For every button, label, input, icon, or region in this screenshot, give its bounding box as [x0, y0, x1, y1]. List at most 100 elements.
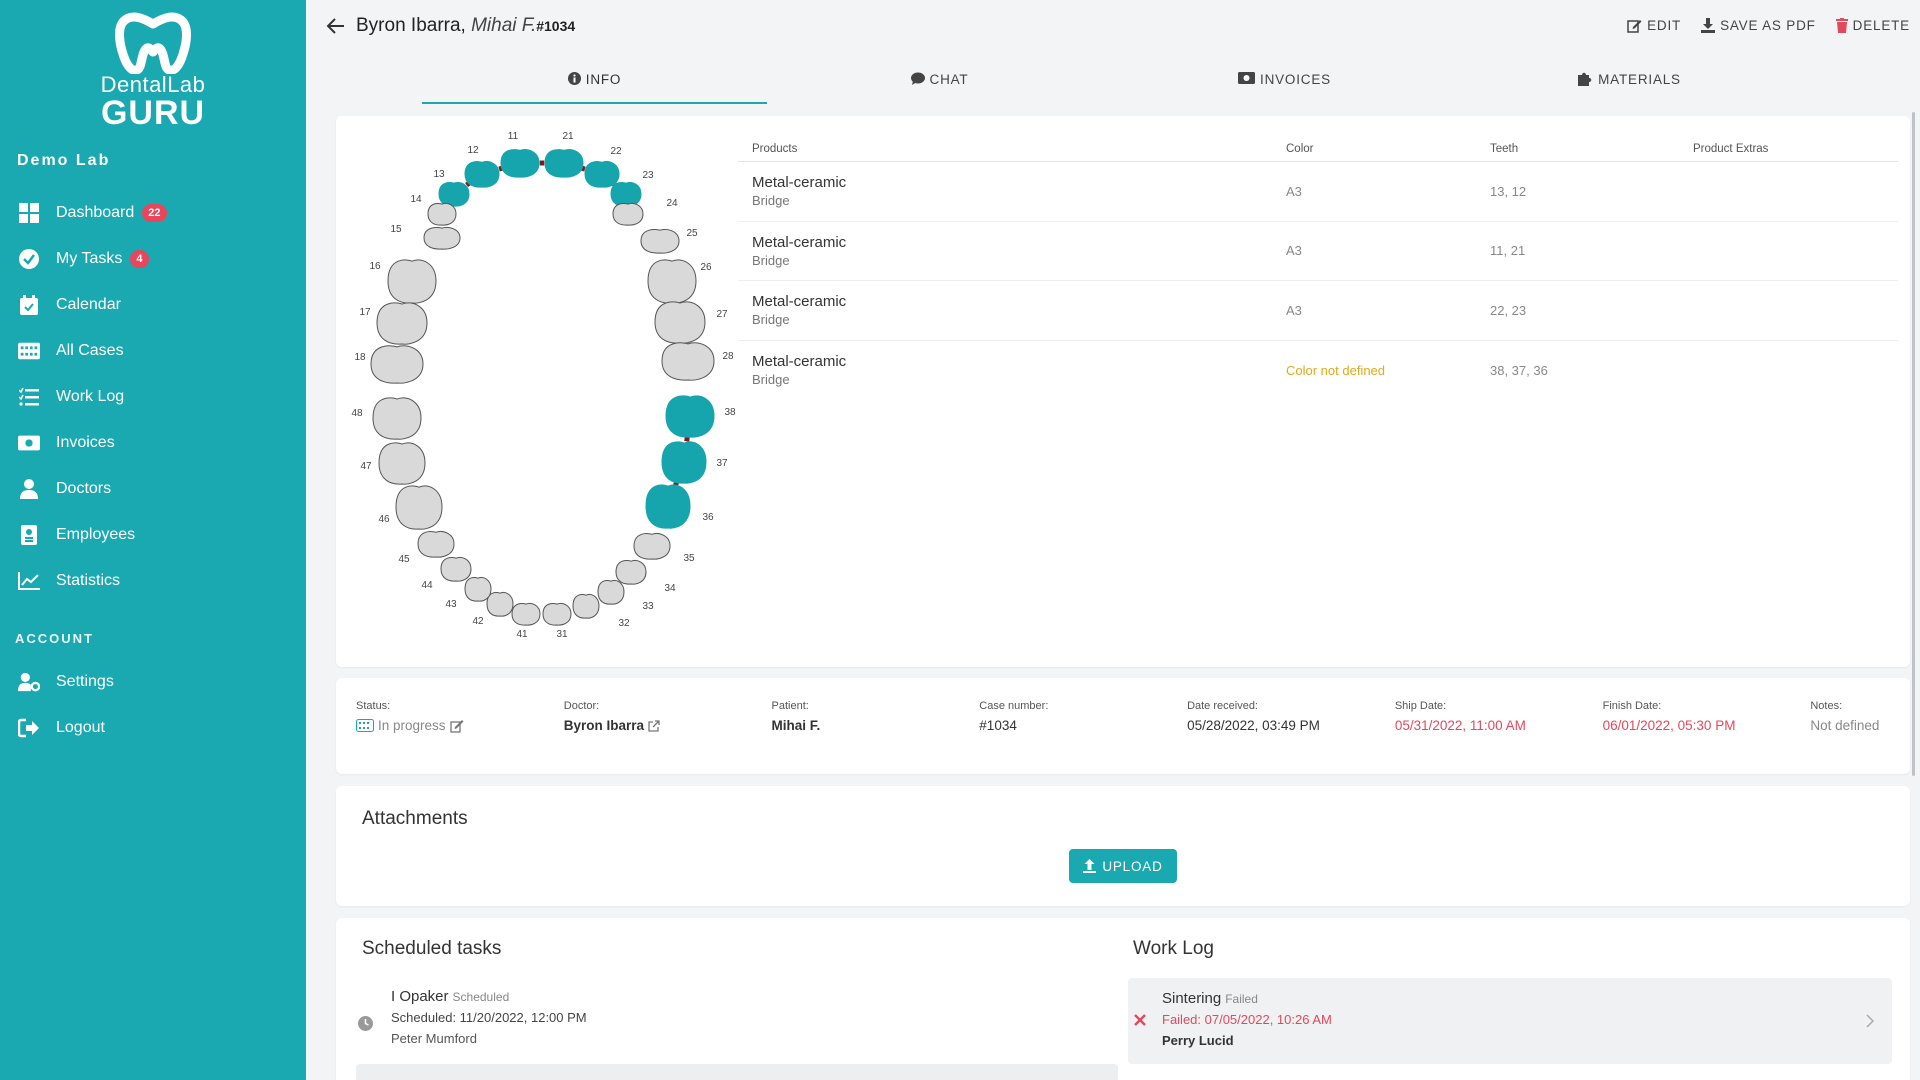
tooth-48[interactable] — [372, 397, 422, 440]
tooth-label-33: 33 — [642, 601, 654, 612]
tooth-label-26: 26 — [700, 262, 712, 273]
list-icon — [18, 386, 40, 408]
tooth-35[interactable] — [633, 533, 671, 560]
tooth-23[interactable] — [610, 182, 642, 207]
tooth-21[interactable] — [544, 149, 584, 178]
case-number-value: #1034 — [979, 718, 1017, 733]
tooth-28[interactable] — [661, 342, 715, 381]
edit-label: EDIT — [1647, 18, 1682, 33]
tooth-22[interactable] — [584, 161, 620, 188]
table-row[interactable]: Metal-ceramic Bridge Color not defined 38… — [738, 341, 1898, 401]
col-extras: Product Extras — [1693, 142, 1769, 155]
worklog-item[interactable]: Sintering Failed Failed: 07/05/2022, 10:2… — [1128, 978, 1892, 1064]
doctor-name[interactable]: Byron Ibarra — [563, 718, 645, 733]
delete-button[interactable]: DELETE — [1835, 18, 1910, 33]
tooth-47[interactable] — [378, 442, 426, 485]
product-name: Metal-ceramic — [752, 233, 847, 251]
worklog-time: Failed: 07/05/2022, 10:26 AM — [1162, 1012, 1332, 1027]
tooth-24[interactable] — [612, 202, 644, 226]
calendar-icon — [18, 294, 40, 316]
product-color: A3 — [1286, 243, 1302, 259]
tab-label: INFO — [585, 72, 622, 87]
tooth-15[interactable] — [423, 226, 461, 250]
logout-icon — [18, 717, 40, 739]
next-task-item[interactable] — [356, 1064, 1118, 1080]
tooth-46[interactable] — [395, 485, 443, 530]
tooth-37[interactable] — [661, 441, 707, 484]
tooth-16[interactable] — [387, 259, 437, 304]
product-name: Metal-ceramic — [752, 174, 847, 192]
tooth-13[interactable] — [438, 182, 470, 207]
upload-button[interactable]: UPLOAD — [1069, 849, 1177, 883]
tooth-42[interactable] — [486, 592, 514, 617]
tab-info[interactable]: INFO — [422, 62, 767, 104]
tooth-31[interactable] — [542, 602, 572, 626]
tooth-33[interactable] — [597, 580, 625, 605]
external-link-icon[interactable] — [648, 719, 660, 732]
doctor-icon — [18, 478, 40, 500]
nav-item-all-cases[interactable]: All Cases — [0, 328, 306, 374]
tooth-27[interactable] — [654, 301, 706, 344]
tooth-45[interactable] — [417, 531, 455, 558]
tooth-11[interactable] — [500, 149, 540, 178]
sidebar: DentalLab GURU Demo Lab Dashboard 22 My … — [0, 0, 306, 1080]
tooth-36[interactable] — [645, 484, 691, 529]
nav-item-statistics[interactable]: Statistics — [0, 558, 306, 604]
nav-item-calendar[interactable]: Calendar — [0, 282, 306, 328]
tooth-26[interactable] — [647, 259, 697, 304]
tab-label: MATERIALS — [1598, 72, 1681, 87]
badge-icon — [18, 524, 40, 546]
tooth-12[interactable] — [464, 161, 500, 188]
nav-item-invoices[interactable]: Invoices — [0, 420, 306, 466]
title-doctor: Byron Ibarra — [356, 15, 461, 36]
scrollbar[interactable] — [1912, 112, 1915, 776]
product-name: Metal-ceramic — [752, 293, 847, 311]
tooth-41[interactable] — [511, 602, 541, 626]
edit-status-icon[interactable] — [449, 719, 464, 733]
logo[interactable]: DentalLab GURU — [0, 12, 306, 130]
products-table: Products Color Teeth Product Extras Meta… — [738, 136, 1898, 400]
edit-button[interactable]: EDIT — [1627, 18, 1681, 33]
tooth-14[interactable] — [427, 202, 457, 226]
table-row[interactable]: Metal-ceramic Bridge A3 22, 23 — [738, 281, 1898, 341]
tooth-17[interactable] — [376, 302, 428, 345]
tooth-43[interactable] — [464, 577, 492, 602]
back-arrow-icon[interactable] — [324, 14, 348, 38]
doctor-value: Byron Ibarra — [564, 718, 772, 733]
nav-item-work-log[interactable]: Work Log — [0, 374, 306, 420]
check-circle-icon — [18, 248, 40, 270]
save-pdf-button[interactable]: SAVE AS PDF — [1701, 18, 1816, 33]
tooth-32[interactable] — [572, 594, 600, 619]
tab-materials[interactable]: MATERIALS — [1457, 62, 1802, 104]
trash-icon — [1835, 18, 1848, 33]
scheduled-tasks-title: Scheduled tasks — [362, 938, 502, 959]
header-actions: EDIT SAVE AS PDF DELETE — [1627, 18, 1910, 33]
nav-label: Invoices — [56, 434, 115, 451]
tooth-label-15: 15 — [390, 224, 402, 235]
save-pdf-label: SAVE AS PDF — [1720, 18, 1816, 33]
nav-item-dashboard[interactable]: Dashboard 22 — [0, 190, 306, 236]
nav-item-my-tasks[interactable]: My Tasks 4 — [0, 236, 306, 282]
tooth-44[interactable] — [440, 557, 472, 582]
table-row[interactable]: Metal-ceramic Bridge A3 13, 12 — [738, 162, 1898, 222]
worklog-name: Sintering — [1162, 990, 1222, 1007]
tab-invoices[interactable]: INVOICES — [1112, 62, 1457, 104]
table-row[interactable]: Metal-ceramic Bridge A3 11, 21 — [738, 222, 1898, 281]
task-state: Scheduled — [452, 990, 510, 1004]
nav-item-settings[interactable]: Settings — [0, 659, 306, 705]
nav-item-doctors[interactable]: Doctors — [0, 466, 306, 512]
tooth-label-22: 22 — [610, 146, 622, 157]
tooth-25[interactable] — [640, 229, 680, 254]
chat-icon — [910, 72, 925, 85]
tooth-label-47: 47 — [360, 461, 372, 472]
finish-date-value: 06/01/2022, 05:30 PM — [1602, 718, 1736, 733]
tab-chat[interactable]: CHAT — [767, 62, 1112, 104]
ship-date-label: Ship Date: — [1394, 700, 1447, 712]
nav-item-logout[interactable]: Logout — [0, 705, 306, 751]
ship-date-value: 05/31/2022, 11:00 AM — [1394, 718, 1526, 733]
tooth-34[interactable] — [615, 560, 647, 585]
tooth-18[interactable] — [370, 345, 424, 384]
nav-item-employees[interactable]: Employees — [0, 512, 306, 558]
tooth-38[interactable] — [665, 395, 715, 438]
product-type: Bridge — [752, 312, 790, 328]
